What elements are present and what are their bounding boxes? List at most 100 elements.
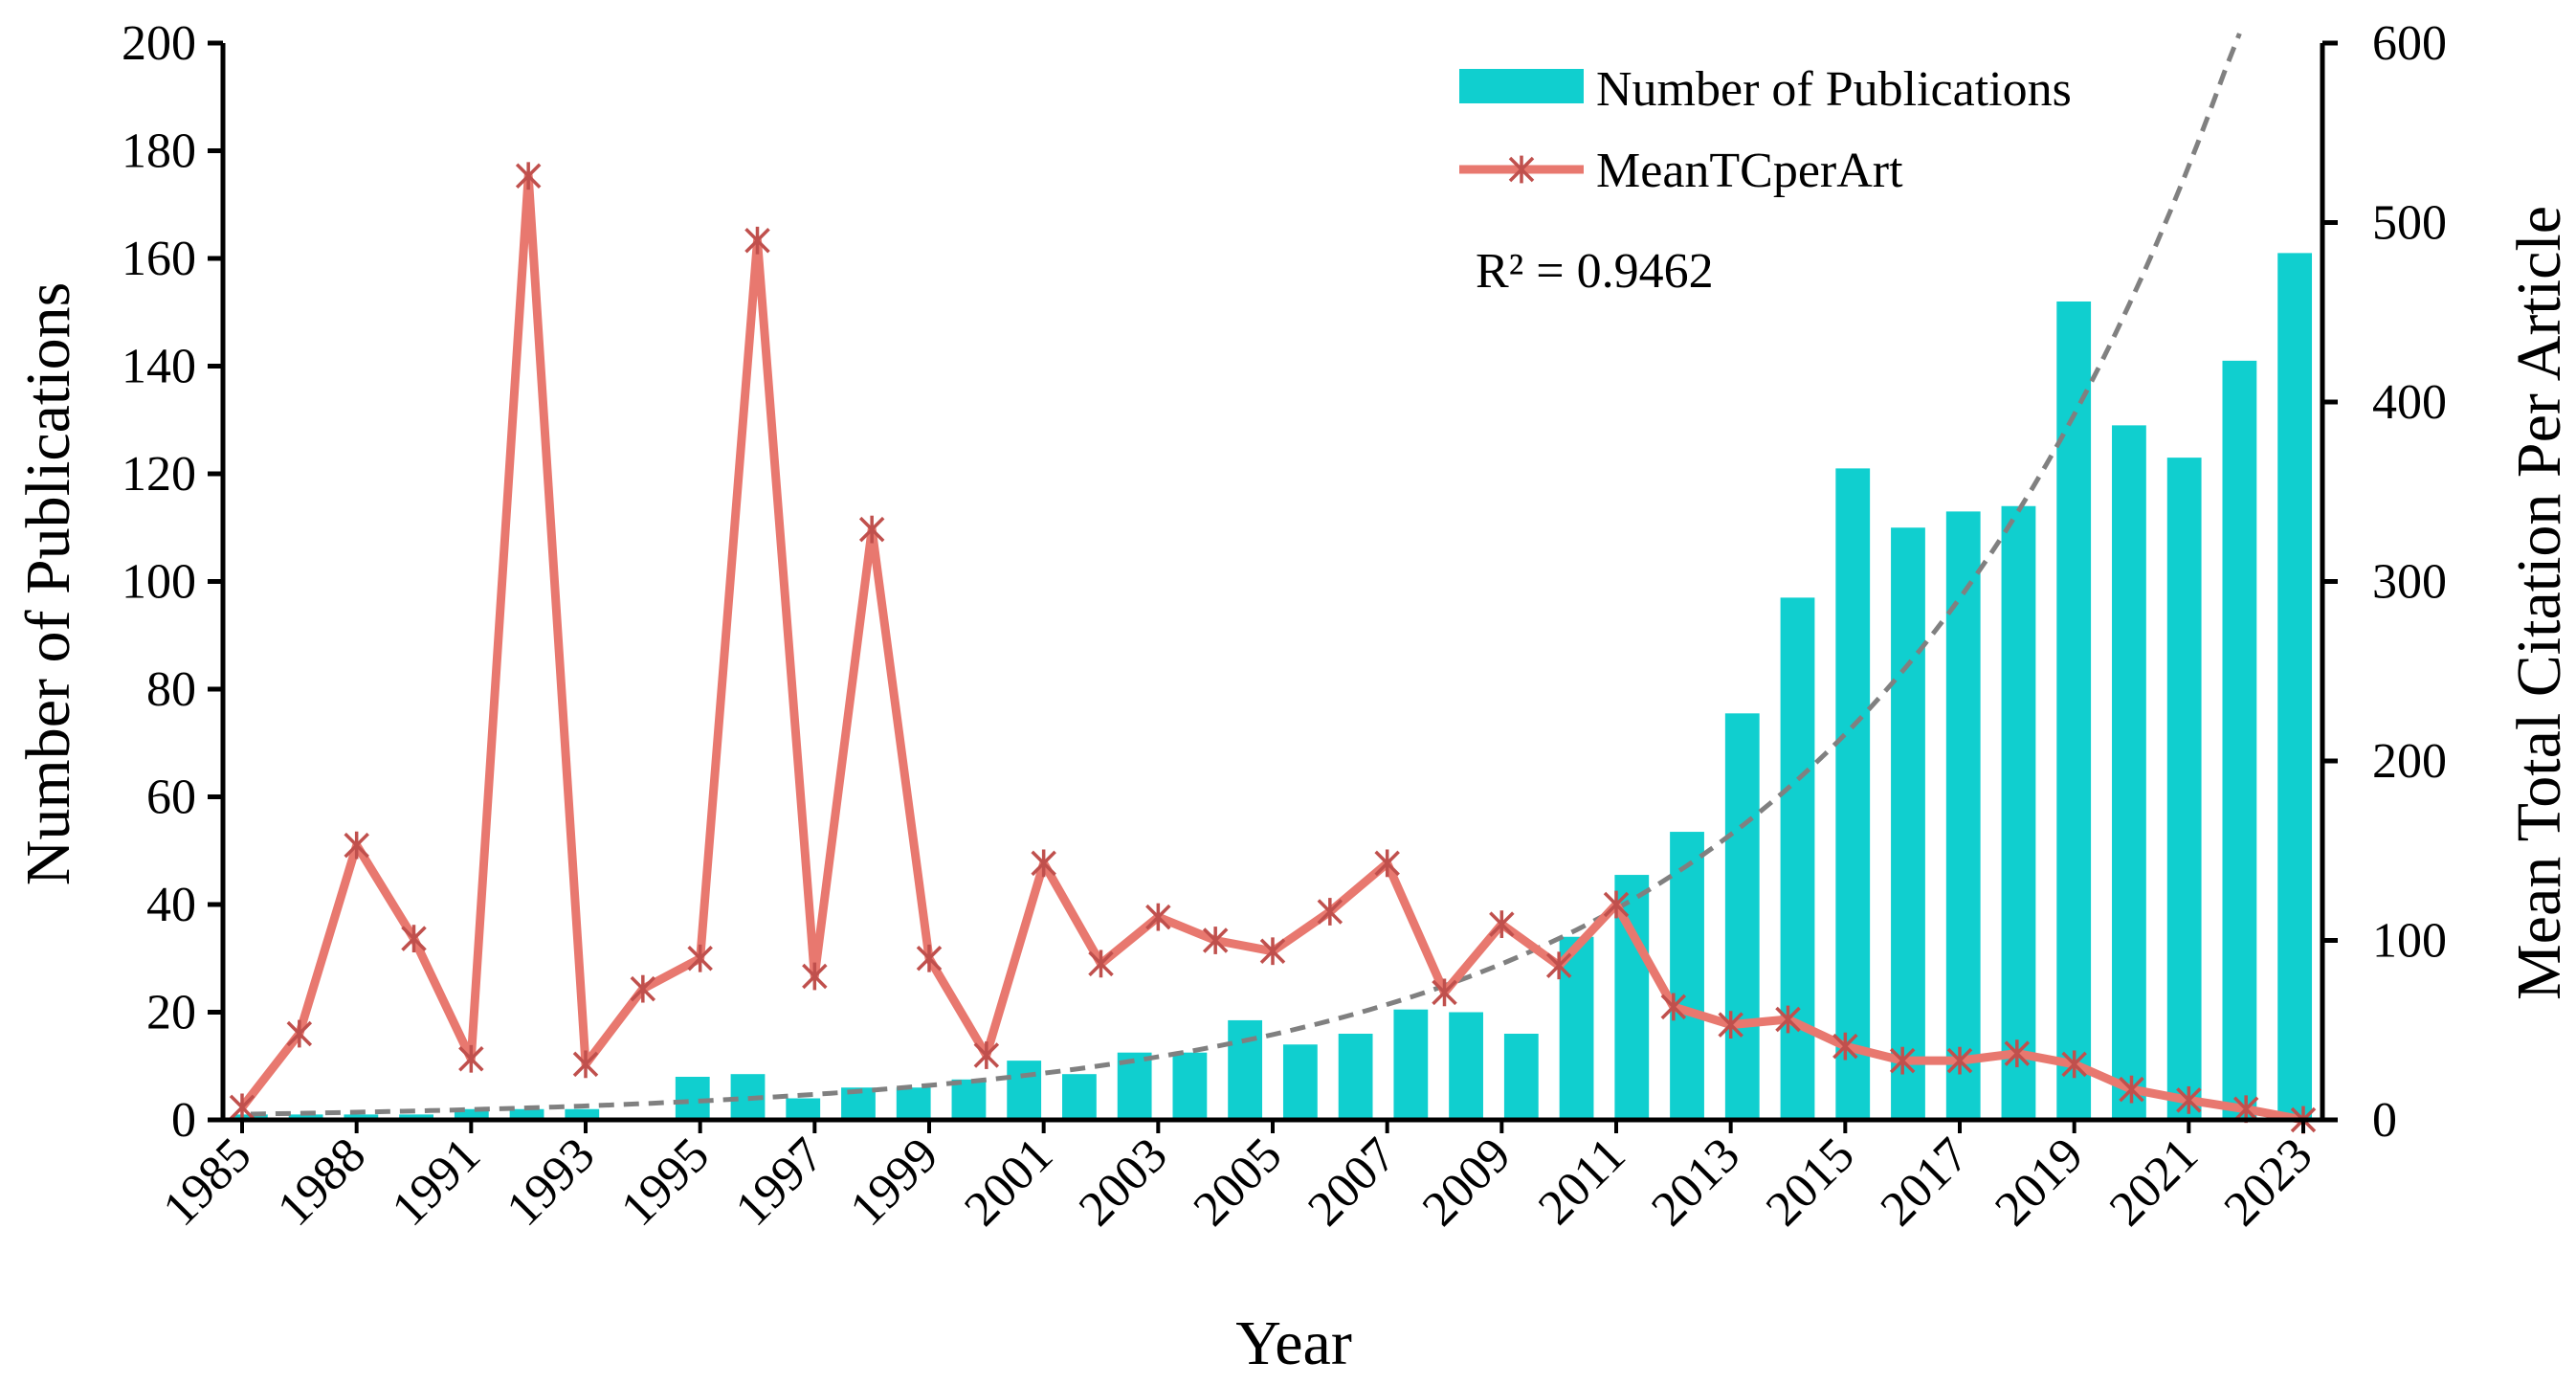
line-point (1432, 978, 1457, 1007)
line-point (1603, 890, 1630, 919)
bar (2112, 425, 2146, 1120)
line-point (229, 1093, 255, 1122)
tick-label: 100 (122, 555, 196, 610)
line-point (1031, 849, 1056, 878)
line-point (1545, 951, 1572, 980)
line-point (1259, 937, 1286, 966)
tick-label: 140 (122, 340, 196, 394)
line-point (401, 925, 427, 953)
bar (565, 1108, 600, 1120)
line-point (1508, 155, 1535, 184)
bar (344, 1114, 379, 1120)
tick-label: 2023 (2214, 1128, 2323, 1237)
tick-label: 2003 (1069, 1128, 1178, 1237)
tick-label: 40 (146, 878, 196, 932)
tick-label: 0 (2372, 1093, 2397, 1148)
line-point (1718, 1011, 1743, 1039)
line-point (2119, 1075, 2144, 1104)
y-axis-left-title: Number of Publications (13, 282, 83, 886)
bar (1393, 1009, 1429, 1120)
line-point (744, 226, 770, 255)
line-point (2061, 1050, 2087, 1079)
bar (1007, 1061, 1042, 1120)
tick-label: 20 (146, 986, 196, 1040)
tick-label: 0 (171, 1093, 196, 1148)
tick-label: 200 (122, 16, 196, 71)
bar (951, 1079, 987, 1120)
bar (1228, 1019, 1263, 1120)
tick-label: 100 (2372, 914, 2447, 969)
line-point (1489, 910, 1515, 939)
bar (1062, 1074, 1097, 1120)
line-point (973, 1041, 1000, 1069)
tick-label: 1985 (153, 1128, 262, 1237)
line-markers (229, 162, 2317, 1134)
tick-label: 1993 (497, 1128, 606, 1237)
tick-label: 2001 (954, 1128, 1063, 1237)
bar (2277, 253, 2313, 1120)
bar (1891, 527, 1925, 1120)
tick-label: 600 (2372, 16, 2447, 71)
bar (1945, 511, 1981, 1120)
bar (1282, 1044, 1318, 1120)
bar (786, 1098, 821, 1120)
bar (1724, 713, 1760, 1120)
bar (1338, 1034, 1373, 1120)
line-point (515, 162, 542, 190)
legend-label-meantc: MeanTCperArt (1596, 144, 1903, 198)
bar (1780, 597, 1815, 1120)
legend-swatch-publications (1459, 69, 1584, 103)
line-point (2176, 1085, 2202, 1114)
y-axis-right-title: Mean Total Citation Per Article (2504, 206, 2574, 1000)
bar (454, 1108, 489, 1120)
line-point (1946, 1046, 1973, 1075)
tick-label: 160 (122, 232, 196, 286)
tick-label: 180 (122, 124, 196, 179)
bar (1449, 1012, 1483, 1120)
tick-label: 2021 (2099, 1128, 2209, 1237)
bar (1670, 832, 1704, 1120)
tick-label: 1988 (267, 1128, 376, 1237)
y-axis-right-ticks: 0 100 200 300 400 500 600 (2322, 16, 2447, 1148)
line-point (630, 974, 656, 1003)
line-point (1202, 927, 1229, 954)
line-point (802, 962, 828, 991)
r-squared-label: R² = 0.9462 (1476, 244, 1714, 299)
tick-label: 120 (122, 447, 196, 502)
bar (896, 1087, 931, 1120)
line-point (1317, 898, 1344, 926)
line-point (1660, 993, 1687, 1021)
line-point (858, 515, 885, 544)
tick-label: 1991 (382, 1128, 491, 1237)
tick-label: 1995 (611, 1128, 720, 1237)
tick-label: 500 (2372, 196, 2447, 251)
tick-label: 2005 (1184, 1128, 1293, 1237)
bar (2001, 505, 2036, 1120)
legend-label-publications: Number of Publications (1596, 62, 2072, 117)
tick-label: 400 (2372, 375, 2447, 430)
tick-label: 2011 (1528, 1128, 1635, 1235)
line-point (1145, 903, 1171, 931)
line-point (458, 1044, 484, 1073)
line-point (286, 1019, 313, 1048)
line-series (238, 171, 2304, 1125)
tick-label: 80 (146, 662, 196, 717)
bar (1835, 468, 1871, 1120)
legend-marker-icon (1508, 155, 1535, 184)
tick-label: 1999 (840, 1128, 949, 1237)
line-point (1374, 849, 1400, 878)
legend: Number of Publications MeanTCperArt (1459, 62, 2072, 198)
bar (509, 1108, 544, 1120)
bar (2222, 360, 2257, 1120)
bar (1503, 1034, 1539, 1120)
line-point (1832, 1032, 1858, 1061)
line-point (2004, 1039, 2031, 1068)
trendline (250, 33, 2242, 1117)
bar (675, 1077, 710, 1120)
tick-label: 2007 (1298, 1128, 1407, 1237)
tick-label: 300 (2372, 555, 2447, 610)
bar (288, 1114, 323, 1120)
line-point (572, 1050, 599, 1079)
tick-label: 200 (2372, 734, 2447, 789)
